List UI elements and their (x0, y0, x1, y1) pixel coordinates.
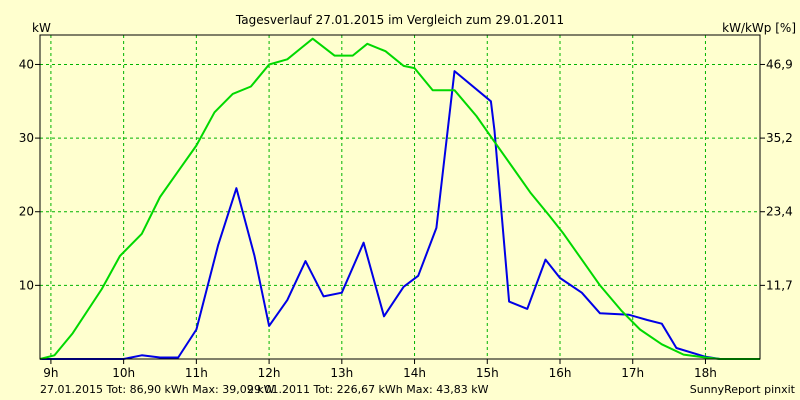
y-tick-label-right: 23,4 (766, 205, 793, 219)
x-tick-label: 17h (621, 366, 644, 380)
x-tick-label: 14h (403, 366, 426, 380)
footer-series1-summary: 27.01.2015 Tot: 86,90 kWh Max: 39,09 kW (40, 383, 275, 396)
x-tick-label: 12h (258, 366, 281, 380)
x-tick-label: 10h (112, 366, 135, 380)
plot-frame (39, 34, 761, 360)
y-tick-label-left: 10 (19, 278, 34, 292)
label-layer: Tagesverlauf 27.01.2015 im Vergleich zum… (32, 13, 796, 396)
right-axis-label: kW/kWp [%] (722, 21, 796, 35)
x-tick-label: 18h (694, 366, 717, 380)
y-tick-label-left: 30 (19, 131, 34, 145)
y-tick-label-right: 46,9 (766, 57, 793, 71)
y-tick-label-right: 11,7 (766, 278, 793, 292)
footer-series2-summary: 29.01.2011 Tot: 226,67 kWh Max: 43,83 kW (247, 383, 489, 396)
y-tick-label-left: 20 (19, 205, 34, 219)
chart-title: Tagesverlauf 27.01.2015 im Vergleich zum… (235, 13, 564, 27)
x-tick-label: 15h (476, 366, 499, 380)
grid-layer (40, 35, 760, 359)
x-tick-label: 9h (43, 366, 58, 380)
x-tick-label: 13h (330, 366, 353, 380)
series-line-1 (40, 70, 760, 360)
left-axis-label: kW (32, 21, 51, 35)
series-line-2 (39, 37, 760, 360)
y-tick-label-right: 35,2 (766, 131, 793, 145)
y-tick-label-left: 40 (19, 57, 34, 71)
series-layer (39, 37, 760, 360)
axis-layer: 9h 10h 11h 12h 13h 14h 15h 16h 17h 18h 10 11,7 20 23,… (19, 34, 793, 380)
x-tick-label: 11h (185, 366, 208, 380)
x-tick-label: 16h (549, 366, 572, 380)
footer-credit: SunnyReport pinxit (690, 383, 796, 396)
